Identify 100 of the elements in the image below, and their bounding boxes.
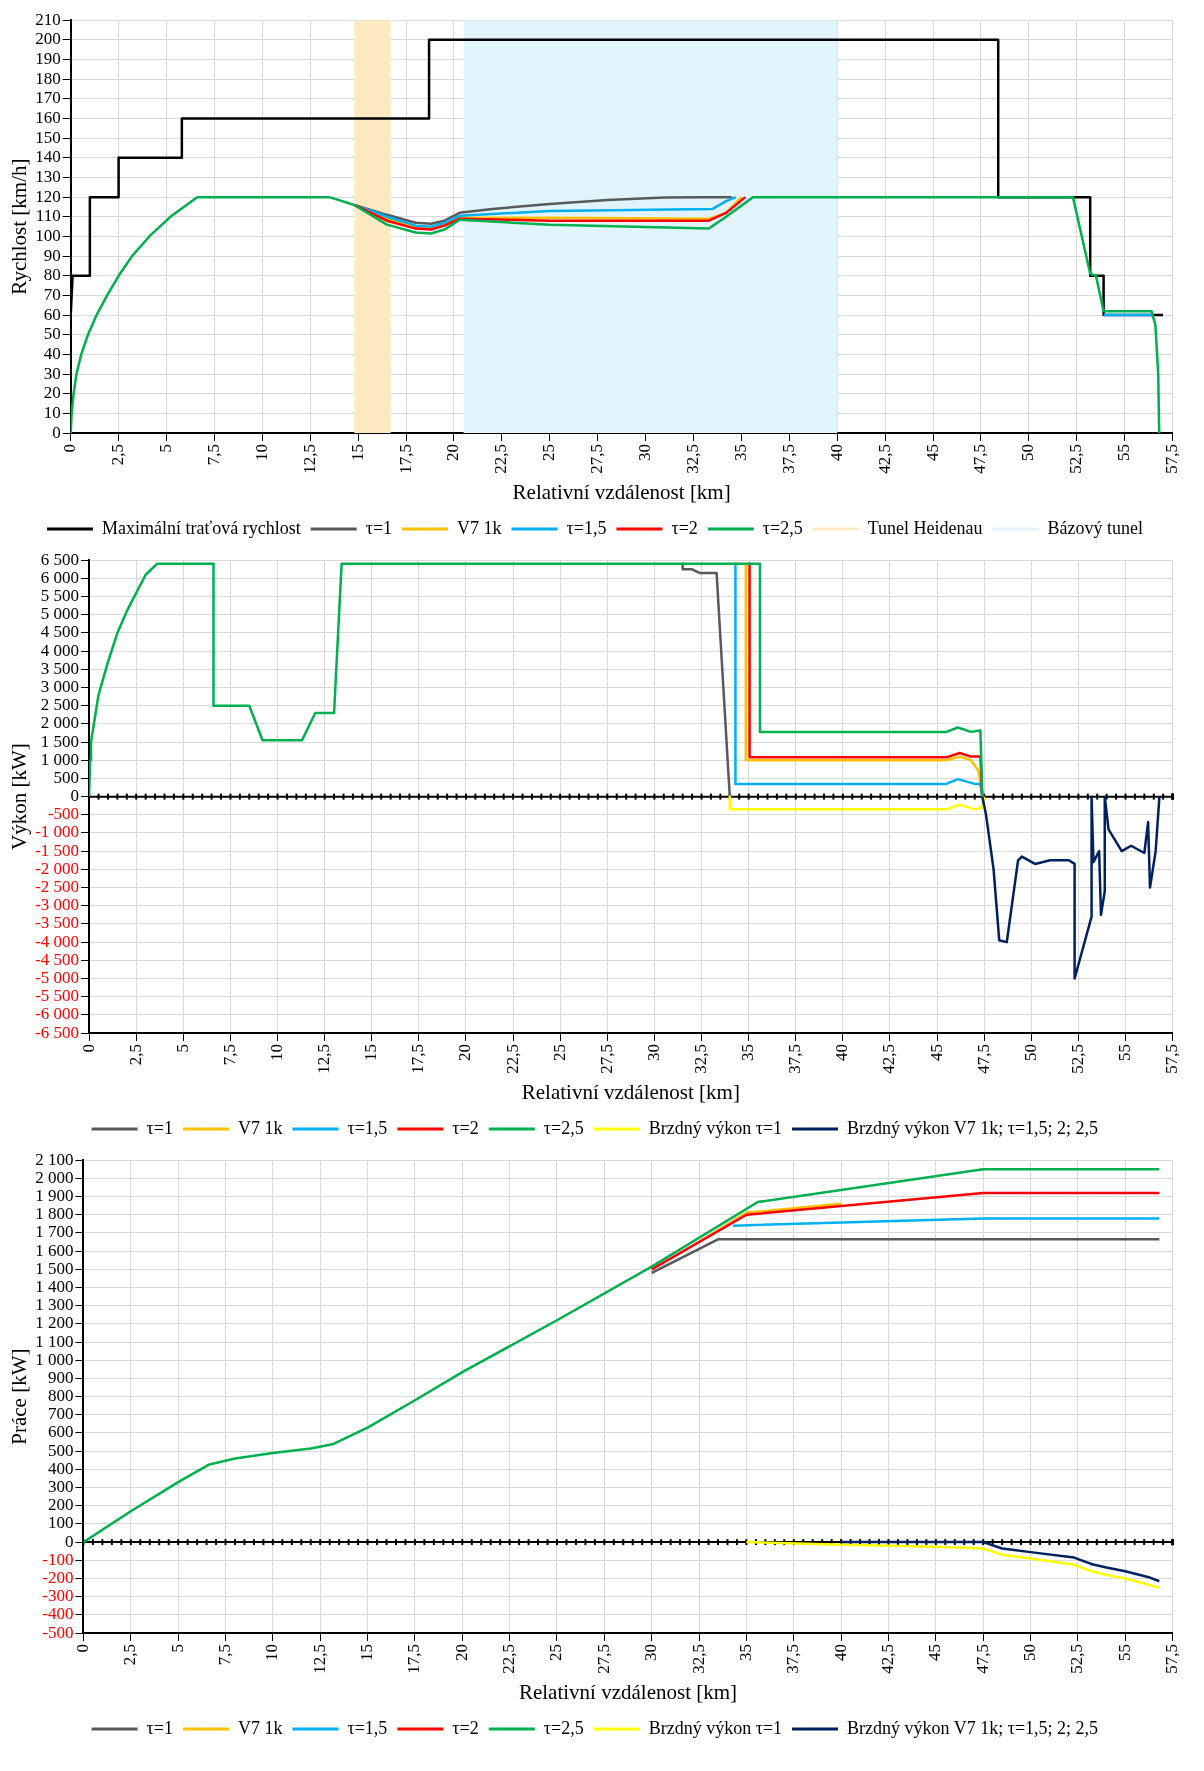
y-tick-label: -100	[42, 1549, 74, 1569]
y-tick-label: 1 200	[35, 1313, 74, 1333]
y-tick-label: -4 000	[35, 931, 80, 951]
x-tick-label: 30	[635, 444, 655, 462]
y-tick-label: 60	[43, 304, 61, 324]
x-axis-title: Relativní vzdálenost [km]	[518, 1679, 738, 1704]
y-tick-label: 1 600	[35, 1240, 74, 1260]
legend-label: V7 1k	[237, 1717, 283, 1738]
x-tick-label: 0	[78, 1044, 98, 1053]
x-tick-label: 7,5	[203, 444, 223, 466]
y-tick-label: -5 000	[35, 967, 80, 987]
x-tick-label: 50	[1020, 1044, 1040, 1062]
x-tick-label: 7,5	[214, 1644, 234, 1666]
legend-label: τ=2,5	[543, 1117, 584, 1138]
x-tick-label: 25	[546, 1644, 566, 1662]
legend-label: V7 1k	[237, 1117, 283, 1138]
x-tick-label: 37,5	[778, 444, 798, 474]
y-tick-label: -2 000	[35, 858, 80, 878]
x-tick-label: 42,5	[877, 1644, 897, 1674]
x-tick-label: 17,5	[404, 1644, 424, 1674]
x-tick-label: 37,5	[783, 1644, 803, 1674]
x-tick-label: 40	[830, 1644, 850, 1662]
y-tick-label: 0	[70, 786, 80, 806]
y-tick-label: 170	[35, 88, 61, 108]
y-tick-label: 600	[47, 1422, 74, 1442]
x-tick-label: 47,5	[972, 1644, 992, 1674]
x-tick-label: 57,5	[1162, 1044, 1182, 1074]
x-tick-label: 35	[735, 1644, 755, 1662]
x-tick-label: 2,5	[120, 1644, 140, 1666]
y-tick-label: -6 500	[35, 1022, 80, 1042]
y-tick-label: 700	[47, 1404, 74, 1424]
x-axis-title: Relativní vzdálenost [km]	[521, 1079, 740, 1104]
y-tick-label: 80	[43, 265, 61, 285]
y-tick-label: -400	[42, 1604, 74, 1624]
y-tick-label: 6 500	[40, 549, 80, 569]
x-tick-label: 45	[922, 444, 942, 462]
legend-label: V7 1k	[457, 517, 502, 538]
y-tick-label: -300	[42, 1586, 74, 1606]
legend-label: τ=1,5	[347, 1117, 388, 1138]
legend-label: τ=1	[146, 1717, 173, 1738]
x-axis-title: Relativní vzdálenost [km]	[512, 479, 731, 504]
y-tick-label: -500	[47, 804, 80, 824]
legend-label: Maximální traťová rychlost	[102, 517, 301, 538]
y-tick-label: 4 500	[40, 622, 80, 642]
x-tick-label: 30	[643, 1044, 663, 1062]
x-tick-label: 30	[641, 1644, 661, 1662]
x-tick-label: 7,5	[219, 1044, 239, 1066]
x-tick-label: 45	[925, 1644, 945, 1662]
y-tick-label: -2 500	[35, 877, 80, 897]
y-tick-label: 100	[35, 225, 61, 245]
y-axis-title: Rychlost [km/h]	[7, 158, 32, 295]
y-tick-label: 400	[47, 1458, 74, 1478]
legend-label: Brzdný výkon V7 1k; τ=1,5; 2; 2,5	[847, 1117, 1099, 1138]
x-tick-label: 12,5	[299, 444, 319, 474]
y-axis-title: Výkon [kW]	[7, 743, 32, 850]
legend-label: Bázový tunel	[1047, 517, 1143, 538]
y-tick-label: 500	[53, 767, 80, 787]
x-tick-label: 40	[826, 444, 846, 462]
y-tick-label: 2 000	[40, 713, 80, 733]
legend-label: τ=2,5	[543, 1717, 584, 1738]
y-tick-label: 5 000	[40, 604, 80, 624]
y-tick-label: -3 500	[35, 913, 80, 933]
y-tick-label: 1 500	[35, 1258, 74, 1278]
y-tick-label: 800	[47, 1386, 74, 1406]
y-tick-label: 70	[43, 284, 61, 304]
x-tick-label: 50	[1020, 1644, 1040, 1662]
x-tick-label: 22,5	[499, 1644, 519, 1674]
y-tick-label: -3 000	[35, 895, 80, 915]
x-tick-label: 17,5	[395, 444, 415, 474]
x-tick-label: 32,5	[690, 1044, 710, 1074]
y-tick-label: 50	[43, 324, 61, 344]
x-tick-label: 25	[549, 1044, 569, 1062]
x-tick-label: 27,5	[593, 1644, 613, 1674]
x-tick-label: 42,5	[879, 1044, 899, 1074]
x-tick-label: 27,5	[587, 444, 607, 474]
legend-label: Brzdný výkon τ=1	[648, 1717, 783, 1738]
y-tick-label: -4 500	[35, 949, 80, 969]
y-tick-label: 1 500	[40, 731, 80, 751]
x-tick-label: 27,5	[596, 1044, 616, 1074]
y-tick-label: 10	[43, 402, 61, 422]
x-tick-label: 20	[455, 1044, 475, 1062]
y-tick-label: 6 000	[40, 567, 80, 587]
y-tick-label: 900	[47, 1367, 74, 1387]
x-tick-label: 40	[832, 1044, 852, 1062]
y-tick-label: 1 400	[35, 1276, 74, 1296]
y-tick-label: 0	[64, 1531, 74, 1551]
y-tick-label: 100	[47, 1513, 74, 1533]
y-tick-label: 200	[35, 29, 61, 49]
x-tick-label: 57,5	[1162, 1644, 1182, 1674]
legend-label: τ=1,5	[566, 517, 607, 538]
x-tick-label: 17,5	[408, 1044, 428, 1074]
y-tick-label: 500	[47, 1440, 74, 1460]
y-tick-label: -1 500	[35, 840, 80, 860]
y-tick-label: 2 100	[35, 1149, 74, 1169]
y-tick-label: 300	[47, 1477, 74, 1497]
y-tick-label: 20	[43, 383, 61, 403]
y-tick-label: 1 300	[35, 1295, 74, 1315]
x-tick-label: 32,5	[682, 444, 702, 474]
x-tick-label: 10	[262, 1644, 282, 1662]
y-tick-label: 1 000	[35, 1349, 74, 1369]
